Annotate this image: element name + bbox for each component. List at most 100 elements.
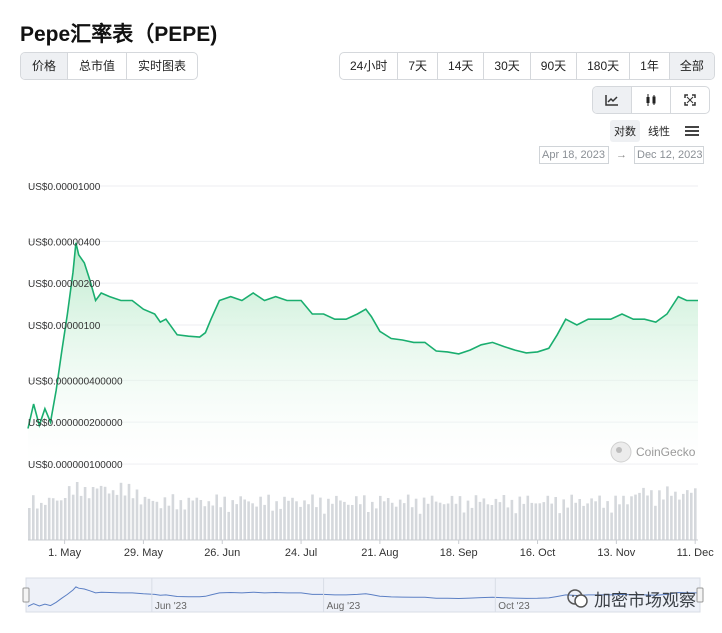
volume-bar xyxy=(490,505,494,540)
y-tick-label: US$0.00000100 xyxy=(28,321,101,332)
volume-bar xyxy=(578,499,581,540)
volume-bar xyxy=(590,498,593,540)
x-tick-label: 29. May xyxy=(124,547,164,559)
volume-bar xyxy=(375,508,378,540)
price-area-fill xyxy=(28,242,698,464)
line-chart-button[interactable] xyxy=(593,87,632,113)
volume-bar xyxy=(686,490,689,540)
range-7d[interactable]: 7天 xyxy=(398,53,439,79)
volume-bar xyxy=(40,502,43,540)
volume-bar xyxy=(390,502,394,540)
fullscreen-icon xyxy=(684,94,696,106)
range-navigator[interactable]: Jun '23 Aug '23 Oct '23 xyxy=(22,577,704,613)
volume-bar xyxy=(510,499,514,540)
volume-bar xyxy=(79,495,83,540)
volume-bar xyxy=(454,503,458,540)
volume-bar xyxy=(179,500,183,540)
range-180d[interactable]: 180天 xyxy=(577,53,631,79)
tab-market-cap[interactable]: 总市值 xyxy=(68,53,128,79)
watermark-text: 加密市场观察 xyxy=(594,591,696,610)
linear-scale-button[interactable]: 线性 xyxy=(648,126,670,138)
volume-bar xyxy=(283,496,286,540)
volume-bar xyxy=(343,501,346,540)
navigator-right-handle[interactable] xyxy=(696,587,704,603)
volume-bar xyxy=(470,507,474,540)
page-title: Pepe汇率表（PEPE) xyxy=(20,23,218,46)
volume-bar xyxy=(494,498,498,540)
volume-bar xyxy=(386,498,390,540)
volume-bar xyxy=(359,504,362,540)
volume-bar xyxy=(526,495,530,540)
scale-toggle: 对数 线性 xyxy=(610,120,700,142)
volume-bar xyxy=(414,498,418,540)
volume-bar xyxy=(351,505,354,540)
date-from-input[interactable]: Apr 18, 2023 xyxy=(539,146,609,164)
price-line[interactable] xyxy=(27,242,698,429)
range-14d[interactable]: 14天 xyxy=(438,53,485,79)
volume-bar xyxy=(223,496,226,540)
menu-icon[interactable] xyxy=(684,125,700,137)
volume-bar xyxy=(450,495,454,540)
range-90d[interactable]: 90天 xyxy=(531,53,578,79)
volume-bar xyxy=(28,508,31,540)
volume-bar xyxy=(582,505,585,540)
volume-bar xyxy=(570,494,573,540)
volume-bar xyxy=(574,502,577,540)
volume-bar xyxy=(530,502,534,540)
navigator-left-handle[interactable] xyxy=(22,587,30,603)
volume-bar xyxy=(47,497,51,540)
range-all[interactable]: 全部 xyxy=(669,53,714,79)
volume-bar xyxy=(422,497,426,540)
range-24h[interactable]: 24小时 xyxy=(340,53,399,79)
volume-bar xyxy=(474,495,478,540)
volume-bar xyxy=(151,500,155,540)
volume-bar xyxy=(486,504,490,540)
volume-bar xyxy=(203,506,207,540)
volume-bar xyxy=(147,498,151,540)
volume-bar xyxy=(678,499,681,540)
volume-bar xyxy=(315,507,318,540)
navigator-tick-label: Jun '23 xyxy=(155,601,187,612)
volume-bar xyxy=(630,496,633,540)
volume-bar xyxy=(167,505,171,540)
candlestick-button[interactable] xyxy=(632,87,671,113)
wechat-icon xyxy=(567,588,588,608)
volume-bar xyxy=(371,501,374,540)
y-tick-label: US$0.00001000 xyxy=(28,182,101,193)
volume-bar xyxy=(606,501,609,540)
volume-bar xyxy=(502,495,506,540)
x-tick-label: 16. Oct xyxy=(520,547,555,559)
volume-bar xyxy=(99,485,103,540)
volume-bar xyxy=(367,512,370,540)
volume-bar xyxy=(235,504,238,540)
volume-bar xyxy=(55,500,59,540)
volume-bar xyxy=(183,509,187,540)
tab-live-chart[interactable]: 实时图表 xyxy=(138,59,187,73)
volume-bar xyxy=(402,503,406,540)
date-to-input[interactable]: Dec 12, 2023 xyxy=(634,146,704,164)
volume-bar xyxy=(95,488,99,540)
volume-bar xyxy=(44,504,47,540)
range-30d[interactable]: 30天 xyxy=(484,53,531,79)
volume-bar xyxy=(287,500,290,540)
volume-bar xyxy=(199,500,203,540)
volume-bar xyxy=(67,486,71,540)
log-scale-button[interactable]: 对数 xyxy=(610,120,640,142)
volume-bar xyxy=(231,500,234,540)
volume-bar xyxy=(363,495,366,540)
volume-bar xyxy=(339,500,342,540)
volume-bar xyxy=(327,498,330,540)
volume-bar xyxy=(406,494,410,540)
volume-bar xyxy=(382,501,386,540)
volume-bar xyxy=(562,499,565,540)
fullscreen-button[interactable] xyxy=(671,87,709,113)
volume-bar xyxy=(554,497,557,540)
volume-bar xyxy=(522,503,526,540)
tab-price[interactable]: 价格 xyxy=(21,53,69,79)
x-tick-label: 1. May xyxy=(48,547,82,559)
volume-bar xyxy=(307,504,310,540)
volume-bar xyxy=(550,503,553,540)
volume-bar xyxy=(219,507,222,540)
range-1y[interactable]: 1年 xyxy=(630,53,670,79)
